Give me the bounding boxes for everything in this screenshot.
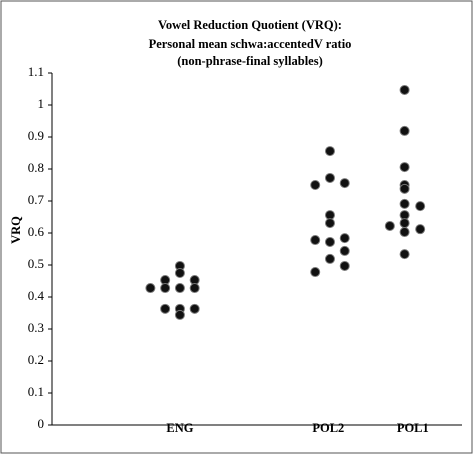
point xyxy=(339,178,350,189)
y-tick-label: 1 xyxy=(38,96,45,111)
y-tick-label: 0.8 xyxy=(28,160,44,175)
point xyxy=(324,172,335,183)
y-tick-label: 1.1 xyxy=(28,64,44,79)
x-tick-label: POL2 xyxy=(312,421,344,435)
point xyxy=(399,183,410,194)
x-tick-label: ENG xyxy=(166,421,193,435)
y-tick-label: 0 xyxy=(38,416,45,431)
point xyxy=(415,201,426,212)
point xyxy=(399,198,410,209)
point xyxy=(339,260,350,271)
point xyxy=(324,236,335,247)
y-tick-label: 0.5 xyxy=(28,256,44,271)
point xyxy=(174,309,185,320)
point xyxy=(339,245,350,256)
point xyxy=(174,283,185,294)
point xyxy=(399,84,410,95)
point xyxy=(189,303,200,314)
y-tick-label: 0.6 xyxy=(28,224,45,239)
point xyxy=(399,218,410,229)
point xyxy=(399,125,410,136)
point xyxy=(399,162,410,173)
point xyxy=(384,220,395,231)
point xyxy=(160,283,171,294)
y-tick-label: 0.1 xyxy=(28,384,44,399)
point xyxy=(339,233,350,244)
point xyxy=(310,235,321,246)
point xyxy=(399,249,410,260)
point xyxy=(324,146,335,157)
y-tick-label: 0.9 xyxy=(28,128,44,143)
chart-title: Personal mean schwa:accentedV ratio xyxy=(149,37,352,51)
point xyxy=(399,227,410,238)
chart-title: (non-phrase-final syllables) xyxy=(177,54,323,68)
point xyxy=(310,267,321,278)
point xyxy=(324,253,335,264)
y-tick-label: 0.3 xyxy=(28,320,44,335)
point xyxy=(310,180,321,190)
point xyxy=(189,283,200,294)
point xyxy=(160,303,171,314)
point xyxy=(324,218,335,229)
y-tick-label: 0.4 xyxy=(28,288,45,303)
y-tick-label: 0.2 xyxy=(28,352,44,367)
point xyxy=(174,268,185,278)
point xyxy=(415,224,426,235)
y-tick-label: 0.7 xyxy=(28,192,45,207)
chart-title: Vowel Reduction Quotient (VRQ): xyxy=(158,18,342,32)
point xyxy=(145,283,156,294)
y-axis-title: VRQ xyxy=(9,216,23,244)
x-tick-label: POL1 xyxy=(397,421,429,435)
